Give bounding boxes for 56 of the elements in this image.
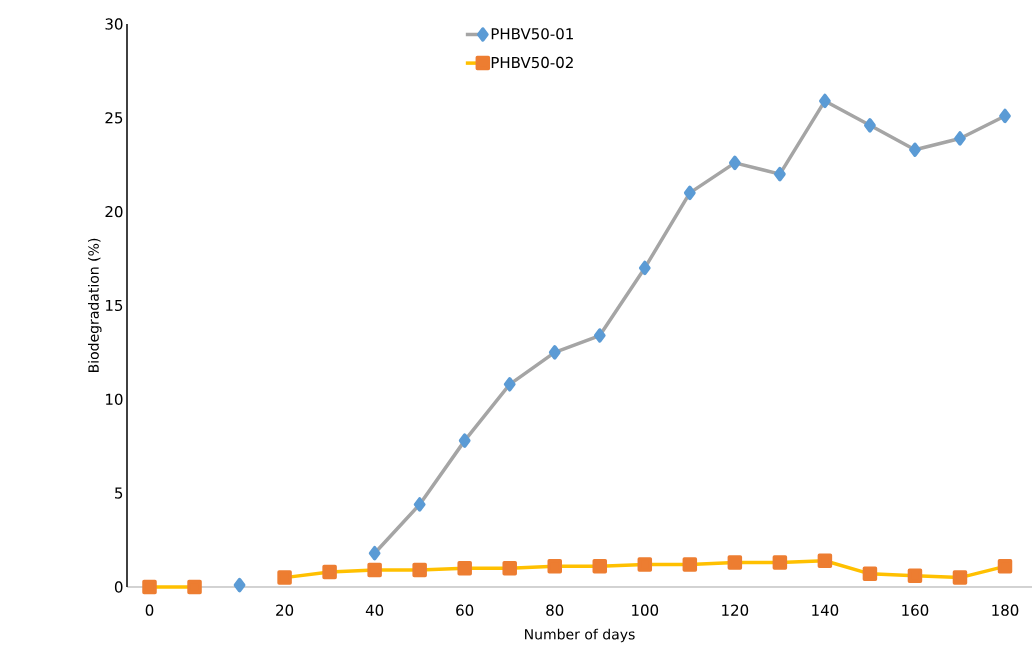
- point: [864, 118, 876, 133]
- x-tick-label: 180: [992, 604, 1019, 616]
- point: [592, 559, 608, 574]
- point: [637, 557, 653, 572]
- y-tick-label: 15: [106, 299, 123, 312]
- x-tick-label: 100: [632, 604, 659, 616]
- point: [412, 562, 427, 578]
- point: [773, 166, 786, 182]
- point: [683, 185, 696, 201]
- point: [638, 260, 651, 276]
- point: [817, 553, 833, 568]
- point: [728, 155, 741, 171]
- point: [322, 564, 337, 580]
- y-tick-label: 20: [105, 205, 123, 218]
- point: [909, 142, 921, 157]
- x-tick-label: 60: [456, 604, 474, 616]
- x-tick-label: 0: [145, 604, 154, 616]
- point: [187, 579, 202, 595]
- point: [142, 579, 157, 595]
- point: [503, 377, 516, 392]
- legend-label: PHBV50-02: [491, 56, 573, 69]
- x-tick-label: 40: [365, 604, 384, 616]
- point: [368, 545, 381, 561]
- point: [772, 555, 788, 570]
- point: [367, 562, 382, 578]
- y-tick-label: 5: [115, 487, 123, 499]
- point: [954, 131, 966, 146]
- point: [819, 93, 831, 109]
- point: [907, 568, 923, 583]
- y-tick-label: 0: [114, 581, 123, 593]
- x-tick-label: 140: [812, 604, 839, 616]
- x-tick-label: 20: [276, 604, 294, 616]
- point: [277, 570, 292, 585]
- point: [502, 560, 517, 576]
- point: [593, 328, 606, 343]
- point: [727, 555, 743, 570]
- point: [548, 345, 561, 360]
- x-tick-label: 80: [546, 604, 564, 616]
- point: [413, 497, 426, 512]
- y-tick-label: 30: [105, 18, 123, 30]
- point: [233, 577, 246, 593]
- point: [547, 559, 562, 574]
- y-tick-label: 10: [106, 393, 123, 406]
- point: [997, 559, 1013, 574]
- point: [458, 433, 471, 448]
- point: [952, 570, 968, 585]
- point: [457, 560, 472, 576]
- y-axis-title: Biodegradation (%): [88, 238, 102, 372]
- point: [862, 566, 878, 582]
- x-tick-label: 160: [902, 604, 929, 616]
- x-tick-label: 120: [722, 604, 749, 616]
- y-tick-label: 25: [105, 112, 123, 124]
- point: [682, 557, 698, 572]
- point: [999, 108, 1011, 124]
- legend-label: PHBV50-01: [491, 28, 573, 40]
- x-axis-title: Number of days: [525, 628, 635, 643]
